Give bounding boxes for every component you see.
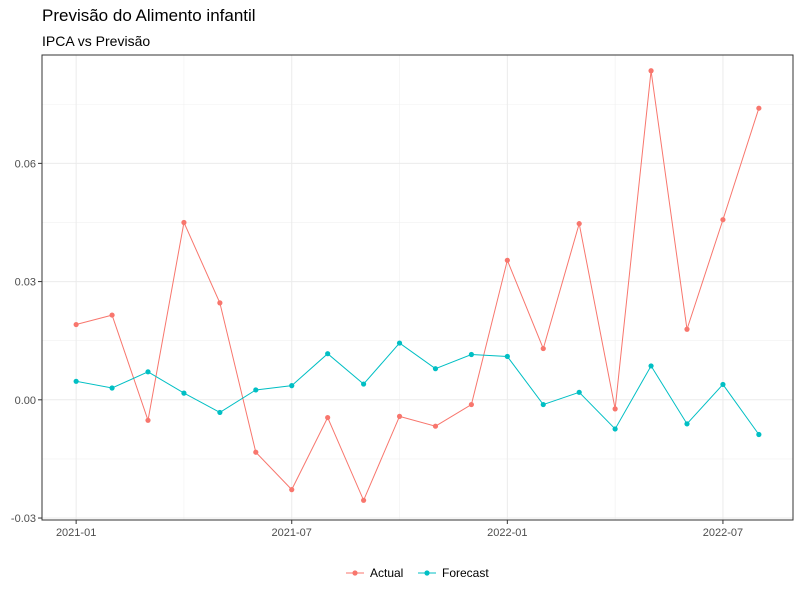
- forecast-point: [73, 378, 79, 384]
- chart-subtitle: IPCA vs Previsão: [42, 33, 151, 49]
- forecast-point: [396, 340, 403, 346]
- x-tick-label: 2021-01: [56, 527, 96, 539]
- axes-layer: 2021-01 2021-07 2022-01 2022-07 -0.03 0.00 0.0…: [11, 158, 743, 539]
- forecast-point: [504, 353, 510, 360]
- y-tick-label: -0.03: [11, 513, 36, 525]
- y-tick-label: 0.06: [15, 158, 36, 170]
- forecast-point: [325, 351, 331, 357]
- forecast-point: [612, 426, 618, 432]
- forecast-point: [289, 383, 295, 389]
- x-tick-label: 2021-07: [272, 527, 312, 539]
- actual-legend-key-point: [352, 570, 358, 576]
- forecast-point: [361, 381, 367, 387]
- forecast-point: [684, 421, 690, 427]
- actual-point: [109, 312, 115, 318]
- legend: Actual Forecast: [346, 566, 489, 580]
- series-layer: [73, 68, 762, 503]
- forecast-point: [432, 366, 439, 372]
- y-tick-label: 0.03: [15, 277, 36, 289]
- forecast-point: [756, 431, 762, 438]
- x-tick-label: 2022-07: [703, 527, 743, 539]
- chart-title: Previsão do Alimento infantil: [42, 6, 256, 25]
- actual-point: [756, 105, 762, 111]
- actual-point: [432, 423, 439, 429]
- forecast-point: [540, 401, 546, 408]
- forecast-legend-label: Forecast: [442, 566, 489, 580]
- actual-point: [612, 406, 618, 412]
- forecast-point: [181, 390, 187, 396]
- actual-point: [396, 413, 403, 419]
- actual-point: [648, 68, 654, 74]
- actual-point: [289, 487, 295, 493]
- forecast-point: [109, 385, 115, 391]
- actual-point: [361, 497, 367, 503]
- forecast-line: [76, 342, 760, 435]
- actual-point: [468, 401, 474, 408]
- forecast-point: [648, 363, 654, 369]
- grid-lines: [42, 55, 793, 520]
- forecast-point: [145, 369, 151, 375]
- forecast-point: [253, 387, 259, 393]
- actual-legend-label: Actual: [370, 566, 403, 580]
- forecast-point: [576, 389, 582, 395]
- actual-point: [720, 217, 726, 223]
- actual-point: [253, 449, 259, 455]
- actual-point: [73, 321, 79, 328]
- actual-point: [217, 300, 223, 306]
- actual-point: [181, 219, 187, 226]
- actual-point: [504, 257, 510, 263]
- forecast-point: [217, 409, 223, 416]
- x-tick-label: 2022-01: [487, 527, 527, 539]
- actual-point: [576, 221, 582, 227]
- forecast-point: [468, 351, 474, 358]
- plot-panel-border: [41, 54, 794, 521]
- y-tick-label: 0.00: [15, 395, 36, 407]
- actual-point: [684, 326, 690, 332]
- forecast-point: [720, 381, 726, 388]
- actual-point: [145, 417, 151, 423]
- forecast-legend-key-point: [424, 570, 430, 576]
- actual-point: [325, 414, 331, 421]
- actual-line: [76, 70, 760, 502]
- actual-point: [540, 345, 546, 352]
